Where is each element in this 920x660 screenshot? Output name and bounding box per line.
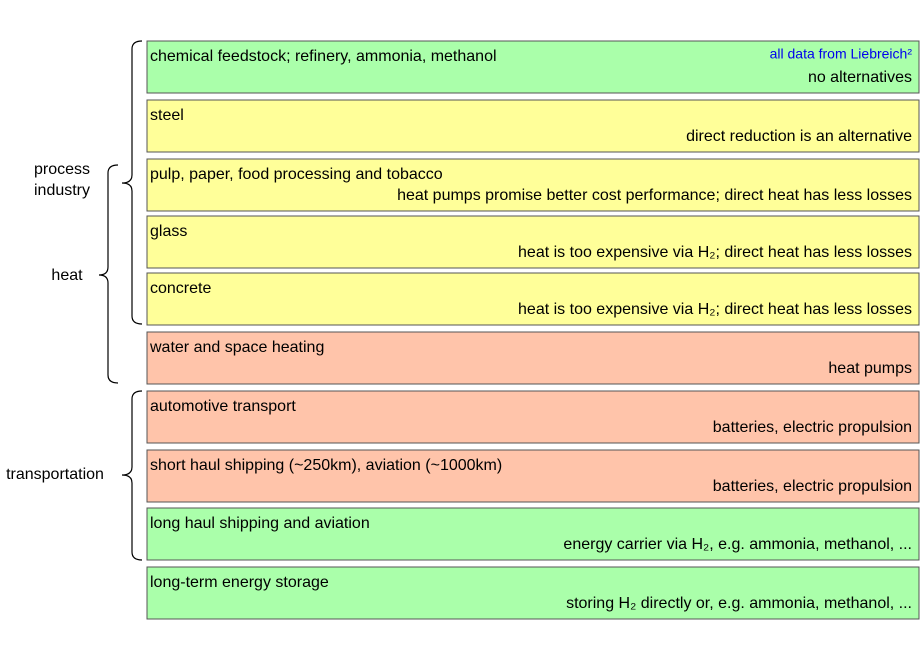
row-comment: heat is too expensive via H₂; direct hea…: [518, 244, 912, 261]
row-box: [146, 331, 920, 385]
row-box: [146, 566, 920, 620]
row-comment: energy carrier via H₂, e.g. ammonia, met…: [563, 536, 912, 553]
group-label: industry: [34, 182, 90, 199]
row-comment: batteries, electric propulsion: [713, 478, 912, 495]
row-box: [146, 99, 920, 153]
row-title: automotive transport: [150, 398, 296, 415]
row-title: pulp, paper, food processing and tobacco: [150, 166, 443, 183]
row-comment: batteries, electric propulsion: [713, 419, 912, 436]
row-title: steel: [150, 107, 184, 124]
group-label: transportation: [6, 466, 104, 483]
rows: chemical feedstock; refinery, ammonia, m…: [146, 40, 920, 620]
group-label: heat: [51, 267, 83, 284]
row-box: [146, 272, 920, 326]
group-label: process: [34, 161, 90, 178]
row-title: water and space heating: [149, 339, 324, 356]
row-title: short haul shipping (~250km), aviation (…: [150, 457, 502, 474]
row-box: [146, 507, 920, 561]
row-comment: heat pumps: [828, 360, 912, 377]
row-box: [146, 40, 920, 94]
row-title: chemical feedstock; refinery, ammonia, m…: [150, 48, 497, 65]
row-title: long-term energy storage: [150, 574, 329, 591]
row-title: long haul shipping and aviation: [150, 515, 370, 532]
brace: [98, 164, 119, 384]
row-title: glass: [150, 223, 187, 240]
brace: [121, 390, 143, 561]
row-box: [146, 215, 920, 269]
source-note: all data from Liebreich²: [770, 46, 913, 62]
row-box: [146, 158, 920, 212]
row-comment: direct reduction is an alternative: [686, 128, 912, 145]
row-title: concrete: [150, 280, 211, 297]
row-box: [146, 449, 920, 503]
row-comment: heat pumps promise better cost performan…: [397, 187, 912, 204]
brace: [121, 40, 143, 325]
row-comment: no alternatives: [808, 69, 912, 86]
row-comment: storing H₂ directly or, e.g. ammonia, me…: [566, 595, 912, 612]
row-box: [146, 390, 920, 444]
row-comment: heat is too expensive via H₂; direct hea…: [518, 301, 912, 318]
